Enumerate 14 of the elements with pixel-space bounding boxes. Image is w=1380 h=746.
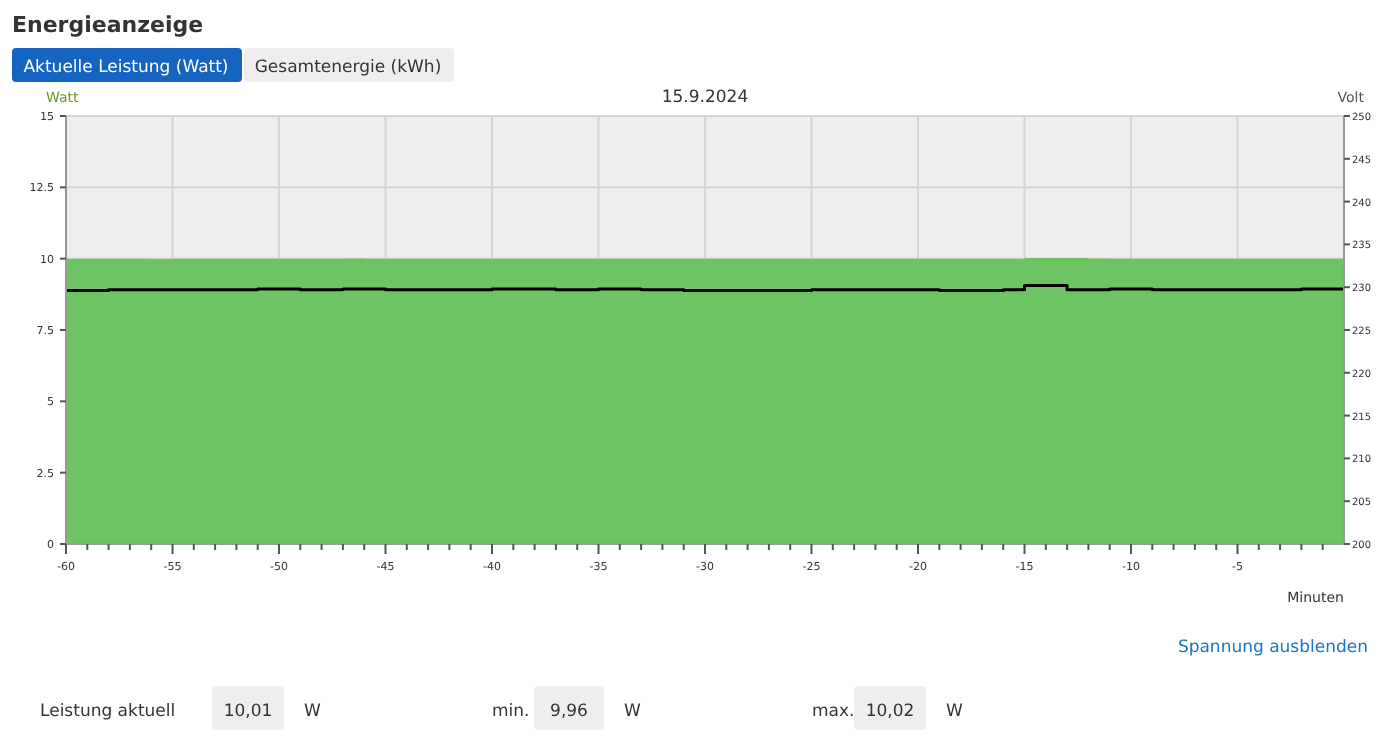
text: 10,01 (223, 702, 273, 722)
text: W (624, 702, 642, 722)
chart-subtitle: 15.9.2024 (661, 88, 749, 108)
tab-button: Aktuelle Leistung (Watt) (12, 48, 242, 82)
chart-title: Energieanzeige (12, 12, 204, 38)
text: W (946, 702, 964, 722)
text: W (304, 702, 322, 722)
text: max. (812, 702, 855, 722)
text: 10,02 (865, 702, 915, 722)
text: 9,96 (550, 702, 588, 722)
text: Leistung aktuell (40, 702, 176, 722)
text: min. (492, 702, 530, 722)
tab-button: Gesamtenergie (kWh) (244, 48, 454, 82)
text: Spannung ausblenden (1177, 638, 1368, 658)
